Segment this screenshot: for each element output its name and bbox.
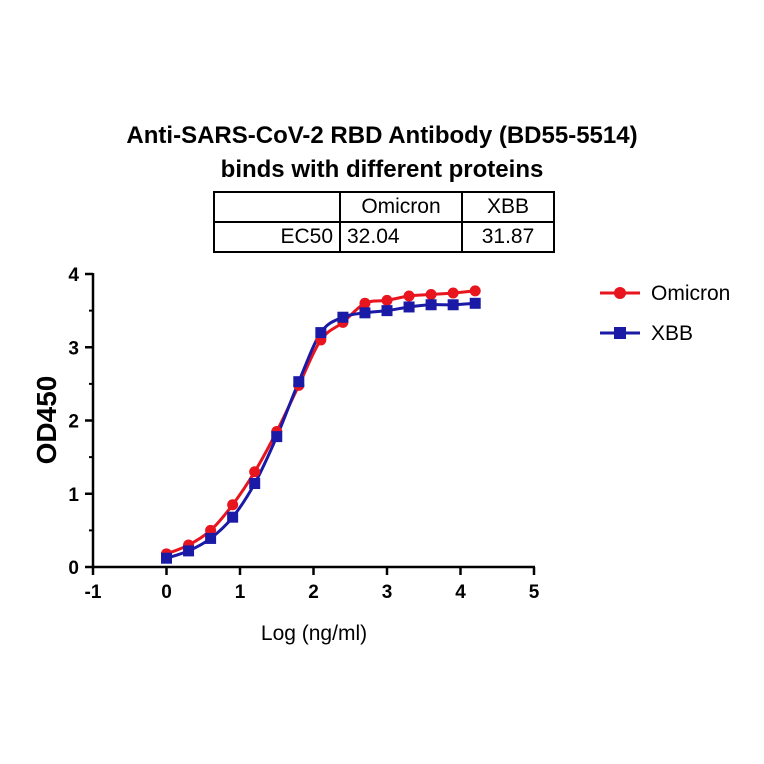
x-tick-label: 1	[235, 582, 246, 603]
chart-title-line2: binds with different proteins	[220, 156, 544, 183]
ec50-table-header-blank	[213, 191, 341, 223]
legend-label-omicron: Omicron	[651, 282, 730, 305]
x-tick-label: 3	[382, 582, 393, 603]
legend: Omicron XBB	[600, 282, 730, 345]
x-tick-label: 5	[529, 582, 540, 603]
data-points	[161, 285, 481, 564]
legend-marker-omicron	[614, 287, 626, 299]
data-point-xbb	[359, 307, 371, 319]
ec50-table-header-row: Omicron XBB	[213, 191, 555, 223]
data-point-omicron	[381, 294, 393, 306]
data-point-omicron	[469, 285, 481, 297]
ec50-table-header-omicron: Omicron	[339, 191, 463, 223]
ec50-table: Omicron XBB EC50 32.04 31.87	[213, 191, 555, 253]
x-tick-label: -1	[85, 582, 102, 603]
chart-title-line1: Anti-SARS-CoV-2 RBD Antibody (BD55-5514)	[126, 122, 638, 149]
y-tick-label: 3	[68, 338, 79, 359]
legend-label-xbb: XBB	[651, 322, 693, 345]
data-point-xbb	[205, 532, 217, 544]
data-point-xbb	[469, 297, 481, 309]
x-axis-label: Log (ng/ml)	[261, 622, 367, 645]
ec50-value-xbb: 31.87	[461, 221, 555, 253]
legend-marker-xbb	[614, 327, 626, 339]
data-point-xbb	[381, 305, 393, 317]
data-point-omicron	[249, 466, 261, 478]
ec50-table-header-xbb: XBB	[461, 191, 555, 223]
data-point-xbb	[315, 327, 327, 339]
x-tick-label: 2	[308, 582, 319, 603]
data-point-xbb	[447, 299, 459, 311]
data-point-omicron	[425, 289, 437, 301]
x-tick-label: 0	[161, 582, 172, 603]
data-point-xbb	[403, 301, 415, 313]
ec50-table-row: EC50 32.04 31.87	[213, 221, 555, 253]
y-tick-label: 0	[68, 558, 79, 579]
data-point-xbb	[293, 376, 305, 388]
y-axis-label: OD450	[31, 376, 62, 465]
data-point-omicron	[447, 287, 459, 299]
x-tick-label: 4	[455, 582, 466, 603]
ec50-row-label: EC50	[213, 221, 341, 253]
data-point-omicron	[403, 290, 415, 302]
data-point-xbb	[271, 431, 283, 443]
data-point-xbb	[249, 477, 261, 489]
data-point-xbb	[183, 545, 195, 557]
data-point-xbb	[161, 552, 172, 564]
axes: 0 1 2 3 4 -1 0 1 2 3 4 5	[68, 265, 539, 603]
y-tick-label: 2	[68, 412, 79, 433]
data-point-omicron	[359, 297, 371, 309]
y-tick-label: 4	[68, 265, 79, 286]
data-point-xbb	[227, 511, 239, 523]
data-point-xbb	[425, 299, 437, 311]
data-point-xbb	[337, 311, 349, 323]
data-point-omicron	[227, 499, 239, 511]
ec50-value-omicron: 32.04	[339, 221, 463, 253]
y-tick-label: 1	[68, 485, 79, 506]
